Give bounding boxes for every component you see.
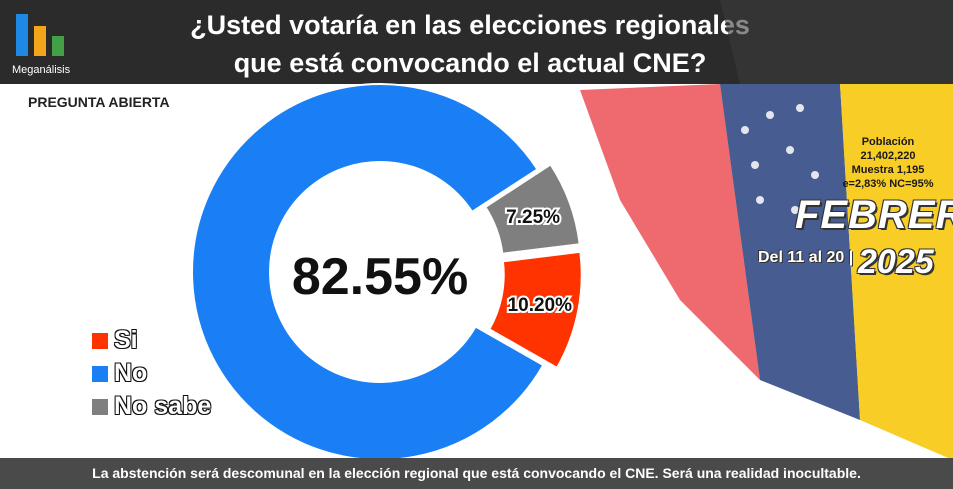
legend-label-si: Si — [113, 325, 138, 354]
legend-swatch-no — [92, 365, 108, 382]
logo-bar-green — [52, 36, 64, 56]
legend-item-si: Si — [92, 324, 211, 357]
logo-bar-blue — [16, 14, 28, 56]
muestra-text: Muestra 1,195 — [851, 164, 925, 176]
legend-label-no-sabe: No sabe — [113, 391, 212, 420]
legend-item-no-sabe: No sabe — [92, 390, 212, 423]
period-month: FEBRERO — [795, 193, 953, 237]
title-line-2: que está convocando el actual CNE? — [233, 48, 707, 78]
period-year: 2025 — [858, 243, 934, 281]
poblacion-label: Población — [861, 136, 915, 148]
flag-red-stripe — [580, 84, 760, 380]
error-text: e=2,83% NC=95% — [842, 178, 934, 190]
legend-label-no: No — [113, 358, 148, 387]
logo-bar-orange — [34, 26, 46, 56]
meganalisis-logo: Meganálisis — [12, 8, 92, 78]
chart-legend: Si No No sabe — [92, 324, 212, 423]
flag-dark-top — [720, 0, 953, 84]
value-label-no: 82.55% — [292, 248, 468, 306]
donut-slices — [191, 83, 583, 461]
title-line-1: ¿Usted votaría en las elecciones regiona… — [190, 10, 750, 40]
flag-stars — [741, 104, 819, 214]
legend-swatch-no-sabe — [92, 398, 108, 415]
donut-slice-no — [191, 83, 545, 461]
question-type-label: PREGUNTA ABIERTA — [28, 94, 170, 110]
donut-value-labels: 10.20% 7.25% 82.55% — [289, 205, 574, 318]
footer-caption: La abstención será descomunal en la elec… — [0, 458, 953, 489]
flag-yellow-stripe — [840, 84, 953, 460]
value-label-si: 10.20% — [508, 295, 573, 316]
venezuela-flag-decoration — [580, 0, 953, 460]
donut-chart: 10.20% 7.25% 82.55% — [191, 83, 583, 461]
page-title: ¿Usted votaría en las elecciones regiona… — [120, 6, 820, 82]
sample-info: Población 21,402,220 Muestra 1,195 e=2,8… — [838, 135, 938, 191]
logo-text: Meganálisis — [12, 64, 71, 76]
period-range: Del 11 al 20 | — [758, 249, 854, 266]
legend-item-no: No — [92, 357, 211, 390]
donut-slice-no-sabe — [483, 163, 581, 255]
donut-slice-si — [487, 250, 583, 370]
value-label-no-sabe: 7.25% — [506, 207, 560, 228]
legend-swatch-si — [92, 332, 108, 349]
poblacion-value: 21,402,220 — [860, 150, 916, 162]
